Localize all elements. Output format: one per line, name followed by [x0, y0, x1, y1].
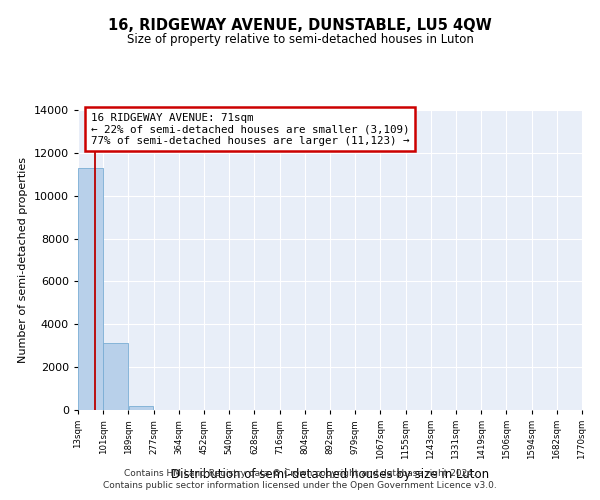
X-axis label: Distribution of semi-detached houses by size in Luton: Distribution of semi-detached houses by … [171, 468, 489, 480]
Y-axis label: Number of semi-detached properties: Number of semi-detached properties [18, 157, 28, 363]
Text: Contains HM Land Registry data © Crown copyright and database right 2024.: Contains HM Land Registry data © Crown c… [124, 468, 476, 477]
Bar [128, 406, 154, 410]
Bar [103, 344, 128, 410]
Text: 16, RIDGEWAY AVENUE, DUNSTABLE, LU5 4QW: 16, RIDGEWAY AVENUE, DUNSTABLE, LU5 4QW [108, 18, 492, 32]
Text: Contains public sector information licensed under the Open Government Licence v3: Contains public sector information licen… [103, 481, 497, 490]
Text: 16 RIDGEWAY AVENUE: 71sqm
← 22% of semi-detached houses are smaller (3,109)
77% : 16 RIDGEWAY AVENUE: 71sqm ← 22% of semi-… [91, 112, 409, 146]
Text: Size of property relative to semi-detached houses in Luton: Size of property relative to semi-detach… [127, 32, 473, 46]
Bar [78, 168, 103, 410]
